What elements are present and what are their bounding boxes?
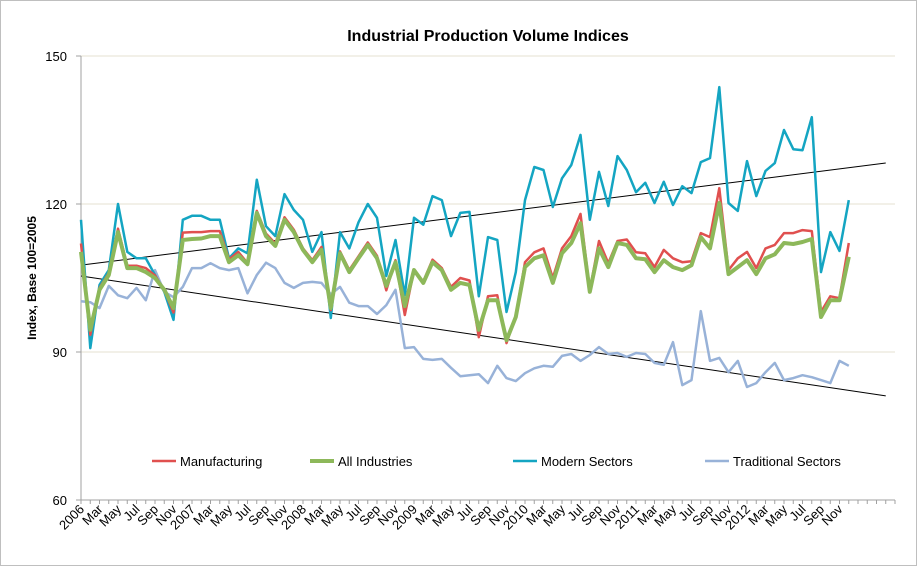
legend-item: All Industries bbox=[310, 454, 413, 469]
x-tick-label: May bbox=[540, 501, 568, 529]
chart-title: Industrial Production Volume Indices bbox=[347, 28, 629, 45]
legend-item: Modern Sectors bbox=[513, 454, 633, 469]
y-tick-label: 150 bbox=[45, 49, 67, 64]
y-axis-title: Index, Base 100=2005 bbox=[25, 216, 39, 340]
y-tick-label: 60 bbox=[53, 493, 67, 508]
y-tick-label: 90 bbox=[53, 345, 67, 360]
trendline-traditional bbox=[80, 275, 886, 397]
series-line-traditional-sectors bbox=[80, 261, 850, 389]
series-line-modern-sectors bbox=[79, 85, 851, 350]
x-tick-label: May bbox=[429, 501, 457, 529]
legend-label: All Industries bbox=[338, 454, 413, 469]
legend-item: Manufacturing bbox=[152, 454, 262, 469]
x-tick-label: May bbox=[318, 501, 346, 529]
x-tick-label: May bbox=[207, 501, 235, 529]
x-tick-label: May bbox=[762, 501, 790, 529]
legend-label: Modern Sectors bbox=[541, 454, 633, 469]
y-tick-label: 120 bbox=[45, 197, 67, 212]
series-line-all-industries bbox=[79, 201, 851, 343]
legend-item: Traditional Sectors bbox=[705, 454, 841, 469]
x-tick-label: May bbox=[96, 501, 124, 529]
x-tick-label: May bbox=[651, 501, 679, 529]
legend-label: Traditional Sectors bbox=[733, 454, 841, 469]
legend-label: Manufacturing bbox=[180, 454, 262, 469]
x-tick-label: Nov bbox=[819, 501, 846, 528]
